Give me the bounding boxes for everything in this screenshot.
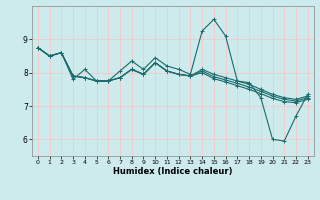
X-axis label: Humidex (Indice chaleur): Humidex (Indice chaleur) (113, 167, 233, 176)
